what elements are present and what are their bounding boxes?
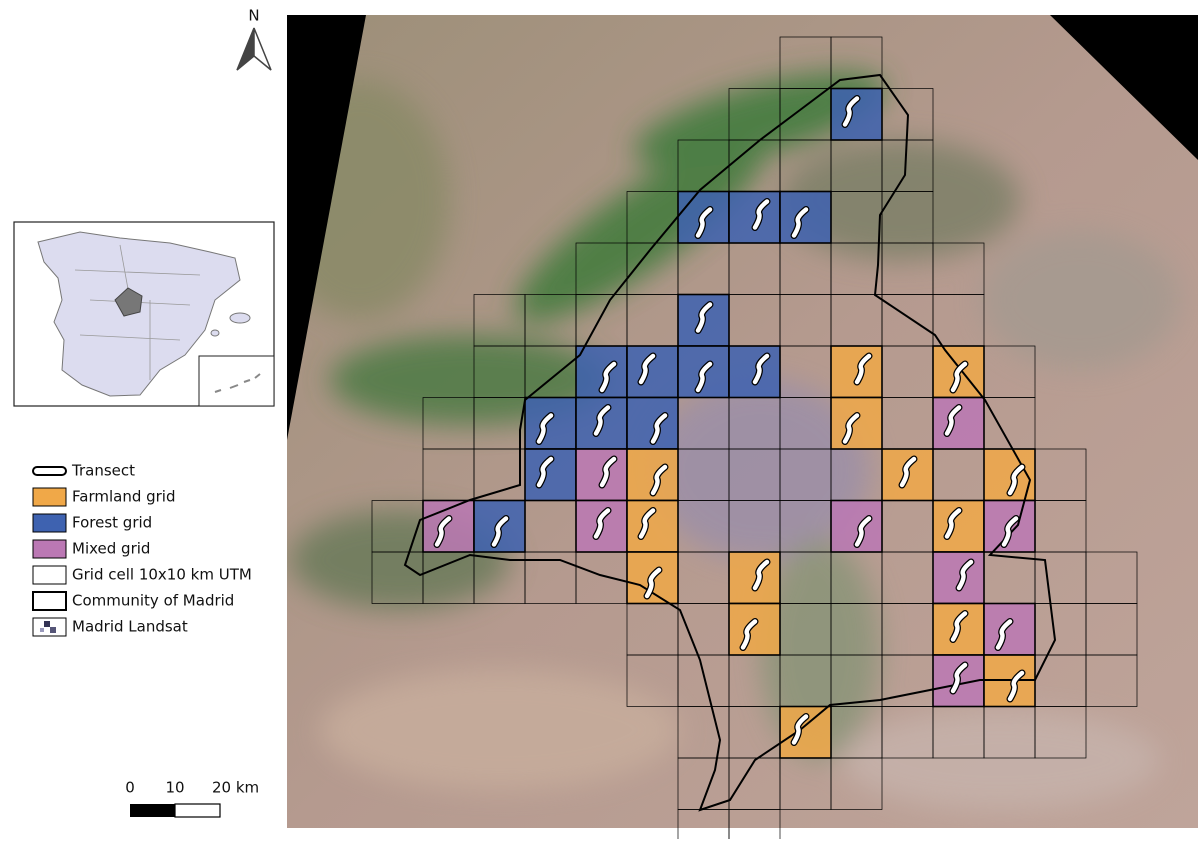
legend-label: Farmland grid — [72, 488, 176, 506]
scale-label: 10 — [165, 779, 184, 797]
grid-cell — [1034, 706, 1087, 759]
transect — [944, 405, 962, 436]
transect — [593, 508, 611, 539]
transect — [536, 413, 554, 444]
legend-swatch — [32, 591, 67, 611]
transect — [842, 96, 860, 127]
grid-cell-colored — [728, 602, 781, 656]
grid-cell-colored — [575, 448, 628, 502]
legend-swatch — [32, 513, 67, 533]
grid-cell-colored — [524, 396, 577, 450]
legend-swatch — [32, 487, 67, 507]
legend: Transect Farmland grid Forest grid Mixed gr… — [32, 462, 252, 637]
transect — [593, 405, 611, 436]
grid-cell-colored — [779, 190, 832, 244]
transects — [433, 95, 1026, 746]
transect — [491, 516, 509, 547]
transect — [791, 714, 809, 745]
legend-swatch — [32, 466, 67, 476]
transect — [995, 619, 1013, 650]
transect — [434, 516, 452, 547]
legend-swatch-pixel — [50, 627, 56, 633]
transect — [854, 353, 872, 385]
grid-cell-colored — [932, 551, 985, 605]
transect — [854, 516, 872, 547]
transect — [695, 361, 713, 393]
transect — [1001, 516, 1019, 547]
grid-cell-colored — [830, 396, 883, 450]
transect — [944, 508, 962, 539]
transect — [644, 567, 662, 599]
grid-cell — [1085, 654, 1138, 707]
transect — [740, 619, 758, 650]
grid-cell-colored — [728, 551, 781, 605]
scale-label: 0 — [125, 779, 135, 797]
transect — [950, 361, 968, 393]
transect — [650, 413, 668, 444]
grid-cell — [728, 809, 781, 843]
transect — [638, 353, 656, 385]
scale-label: 20 km — [212, 779, 259, 797]
legend-swatch-pixel — [44, 621, 50, 627]
scale-bar: 0 10 20 km — [125, 779, 259, 818]
transect — [950, 662, 968, 694]
north-label: N — [248, 7, 259, 25]
legend-label: Forest grid — [72, 514, 152, 532]
transect — [950, 611, 968, 642]
transect — [695, 302, 713, 333]
transect — [1007, 670, 1025, 702]
landsat-image — [287, 15, 1198, 828]
legend-label: Mixed grid — [72, 540, 150, 558]
grid-cell-colored — [728, 345, 781, 399]
transect — [899, 456, 917, 488]
madrid-boundary — [403, 73, 1057, 812]
grid-cell-colored — [983, 602, 1036, 656]
transect — [1007, 464, 1025, 496]
transect — [956, 559, 974, 591]
grid-cell-colored — [728, 190, 781, 244]
transect — [599, 361, 617, 393]
north-arrow: N — [236, 7, 272, 71]
legend-swatch — [32, 565, 67, 585]
transect — [599, 456, 617, 488]
legend-swatch — [32, 539, 67, 559]
legend-label: Community of Madrid — [72, 592, 234, 610]
legend-label: Grid cell 10x10 km UTM — [72, 566, 252, 584]
transect — [791, 207, 809, 238]
legend-label: Transect — [71, 462, 135, 480]
grid-cell-colored — [830, 345, 883, 399]
transect — [650, 464, 668, 496]
grid-cell — [830, 757, 883, 810]
transect — [638, 508, 656, 539]
inset-map — [13, 221, 275, 407]
legend-swatch-pixel — [40, 628, 44, 632]
transect — [752, 559, 770, 591]
transect — [536, 456, 554, 488]
legend-label: Madrid Landsat — [72, 618, 188, 636]
transect — [842, 413, 860, 444]
transect — [752, 353, 770, 385]
transect — [695, 207, 713, 238]
transect — [752, 199, 770, 230]
